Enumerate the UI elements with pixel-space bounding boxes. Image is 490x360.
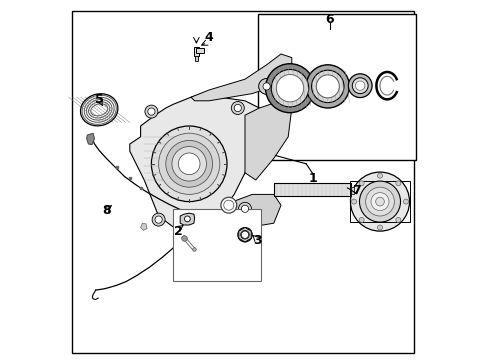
Bar (274, 183, 351, 196)
Bar (173, 209, 261, 281)
Polygon shape (87, 133, 95, 145)
Circle shape (166, 140, 213, 187)
Circle shape (266, 64, 315, 113)
Circle shape (356, 81, 365, 90)
Text: 1: 1 (309, 172, 318, 185)
Circle shape (348, 74, 372, 98)
Circle shape (271, 69, 309, 107)
Circle shape (396, 181, 401, 186)
Circle shape (403, 199, 409, 204)
Circle shape (306, 65, 349, 108)
Circle shape (148, 108, 155, 115)
Bar (194, 47, 199, 56)
Circle shape (376, 197, 384, 206)
Circle shape (312, 70, 344, 103)
Circle shape (241, 230, 249, 239)
Bar (195, 56, 198, 61)
Circle shape (377, 173, 383, 178)
Circle shape (359, 181, 364, 186)
Polygon shape (141, 223, 147, 230)
Circle shape (242, 231, 248, 238)
Circle shape (185, 216, 190, 222)
Circle shape (242, 205, 248, 212)
Polygon shape (223, 194, 281, 227)
Text: 2: 2 (174, 225, 183, 238)
Bar (196, 48, 204, 53)
Circle shape (145, 105, 158, 118)
Text: 8: 8 (102, 204, 111, 217)
Text: 6: 6 (325, 13, 334, 26)
Circle shape (377, 225, 383, 230)
Text: 3: 3 (253, 234, 262, 247)
Circle shape (151, 126, 227, 202)
Circle shape (178, 153, 200, 175)
Polygon shape (239, 228, 251, 242)
Text: 5: 5 (95, 93, 103, 105)
Circle shape (276, 75, 304, 102)
Text: 4: 4 (205, 31, 213, 44)
Circle shape (155, 216, 162, 223)
Circle shape (360, 181, 400, 222)
Circle shape (224, 200, 234, 210)
Circle shape (350, 172, 410, 231)
Circle shape (263, 83, 270, 90)
Polygon shape (245, 101, 292, 180)
Circle shape (221, 197, 237, 213)
Circle shape (371, 193, 389, 211)
Circle shape (152, 213, 165, 226)
Circle shape (238, 228, 252, 242)
Text: 7: 7 (352, 184, 361, 197)
Circle shape (366, 187, 394, 216)
Circle shape (159, 133, 220, 194)
Bar (258, 14, 416, 160)
Circle shape (231, 102, 245, 114)
Bar (350, 181, 410, 222)
Circle shape (316, 75, 339, 98)
Circle shape (239, 202, 251, 215)
Polygon shape (191, 54, 292, 101)
Circle shape (352, 78, 368, 94)
Polygon shape (180, 213, 195, 225)
Circle shape (234, 104, 242, 112)
Circle shape (259, 78, 274, 94)
Circle shape (396, 217, 401, 222)
Polygon shape (130, 94, 259, 234)
Circle shape (172, 147, 206, 181)
Circle shape (351, 199, 357, 204)
Bar (351, 187, 354, 194)
Circle shape (359, 217, 364, 222)
